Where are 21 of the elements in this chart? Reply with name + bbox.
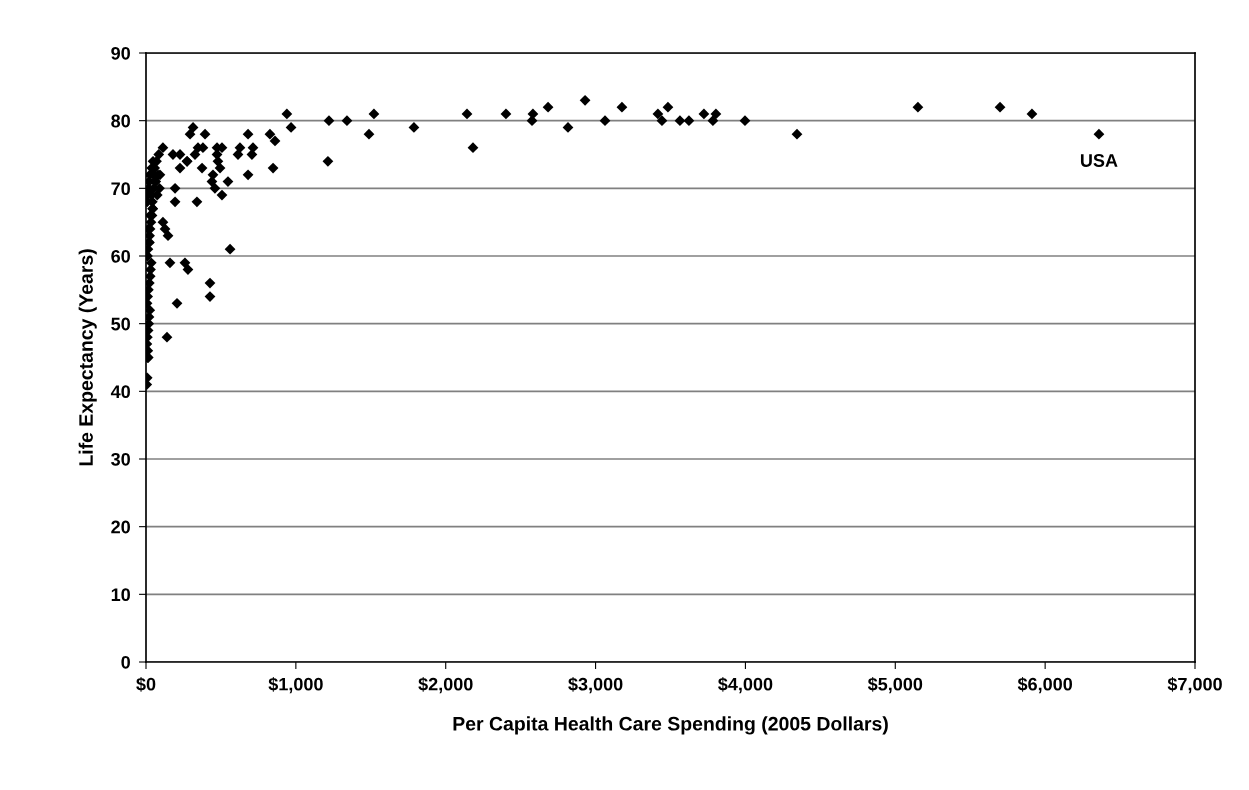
x-tick-label: $1,000	[268, 676, 323, 694]
y-tick-label: 80	[111, 114, 130, 128]
x-tick-label: $3,000	[568, 676, 623, 694]
x-tick-label: $2,000	[418, 676, 473, 694]
annotation: USA	[1080, 154, 1118, 167]
y-tick-label: 30	[111, 452, 130, 466]
y-axis-title: Life Expectancy (Years)	[78, 249, 97, 466]
x-tick-label: $4,000	[718, 676, 773, 694]
y-tick-label: 20	[111, 520, 130, 534]
x-tick-label: $5,000	[867, 676, 923, 694]
y-tick-label: 60	[111, 249, 130, 263]
y-tick-label: 40	[110, 385, 130, 399]
y-tick-label: 0	[121, 655, 130, 669]
y-tick-label: 90	[111, 46, 130, 60]
x-axis-title: Per Capita Health Care Spending (2005 Dollars)	[453, 716, 888, 735]
y-tick-label: 50	[111, 317, 130, 331]
y-tick-label: 70	[111, 182, 130, 196]
x-tick-label: $6,000	[1017, 676, 1073, 694]
x-tick-label: $7,000	[1167, 676, 1222, 694]
x-tick-label: $0	[136, 676, 156, 692]
y-tick-label: 10	[111, 588, 130, 602]
